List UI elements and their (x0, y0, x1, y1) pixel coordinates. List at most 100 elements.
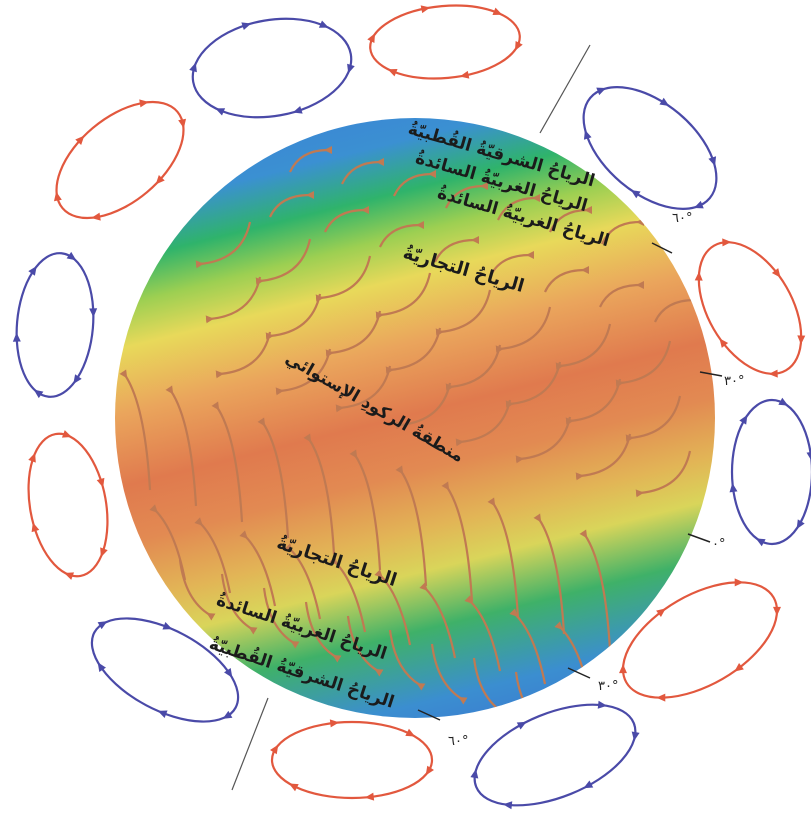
direction-arrowhead (178, 118, 187, 129)
wind-arrow (455, 399, 512, 447)
direction-arrowhead (215, 108, 226, 116)
wind-arrow (445, 344, 502, 392)
wind-arrow (194, 517, 232, 594)
wind-arrow (149, 504, 187, 581)
direction-arrowhead (387, 68, 398, 77)
wind-arrow (329, 556, 367, 633)
wind-arrow (433, 235, 480, 263)
circulation-cell-blue (582, 86, 718, 210)
direction-arrowhead (28, 452, 36, 463)
boundary-line-south (231, 697, 269, 791)
circulation-cell-red (619, 578, 781, 702)
direction-arrowhead (470, 768, 479, 779)
wind-arrow (288, 145, 333, 173)
wind-arrow (385, 327, 442, 375)
wind-arrow (195, 221, 252, 269)
direction-arrowhead (631, 731, 640, 742)
circulation-cell-blue (90, 617, 240, 723)
direction-arrowhead (162, 622, 173, 630)
wind-arrow (444, 181, 489, 209)
wind-arrow (441, 481, 474, 603)
wind-arrow (615, 340, 672, 388)
direction-arrowhead (73, 374, 82, 384)
boundary-line-north (539, 44, 591, 134)
direction-arrowhead (722, 238, 732, 247)
direction-arrowhead (100, 547, 108, 558)
direction-arrowhead (64, 572, 75, 580)
wind-arrow (119, 369, 152, 491)
direction-arrowhead (288, 783, 299, 792)
wind-arrow (600, 217, 645, 245)
circulation-cell-red (694, 238, 806, 378)
circulation-cell-blue (729, 397, 811, 547)
direction-arrowhead (694, 271, 703, 281)
direction-arrowhead (797, 335, 806, 345)
wind-arrow (579, 529, 612, 651)
direction-arrowhead (492, 7, 503, 16)
direction-arrowhead (224, 668, 233, 678)
lat-label-eq: ٠° (712, 537, 725, 552)
wind-arrow (419, 582, 457, 659)
wind-arrow (575, 433, 632, 481)
wind-arrow (487, 497, 520, 619)
wind-arrow (435, 289, 492, 337)
direction-arrowhead (155, 175, 165, 185)
wind-arrow (488, 250, 535, 278)
wind-arrow (395, 465, 428, 587)
direction-arrowhead (364, 792, 375, 801)
lat-label-n60: ٦٠° (672, 211, 692, 226)
lat-label-s60: ٦٠° (448, 734, 468, 749)
wind-arrow (543, 265, 590, 293)
direction-arrowhead (516, 721, 527, 730)
direction-arrowhead (729, 483, 738, 493)
direction-arrowhead (12, 332, 21, 342)
direction-arrowhead (806, 451, 811, 461)
direction-arrowhead (502, 801, 513, 810)
direction-arrowhead (739, 414, 748, 425)
direction-arrowhead (139, 99, 149, 108)
wind-arrow (533, 513, 566, 635)
wind-arrow (378, 220, 425, 248)
wind-arrow (268, 190, 315, 218)
direction-arrowhead (89, 308, 98, 318)
direction-arrowhead (222, 710, 233, 719)
wind-arrow (515, 416, 572, 464)
direction-arrowhead (189, 62, 197, 73)
wind-arrow (374, 569, 412, 646)
direction-arrowhead (583, 780, 594, 789)
wind-arrow (346, 615, 384, 677)
direction-arrowhead (693, 200, 704, 209)
direction-arrowhead (66, 251, 77, 261)
direction-arrowhead (33, 389, 44, 399)
direction-arrowhead (656, 693, 666, 702)
wind-arrow (340, 157, 385, 185)
wind-arrow (262, 587, 300, 649)
direction-arrowhead (347, 63, 355, 74)
direction-arrowhead (772, 606, 781, 616)
direction-arrowhead (157, 710, 168, 718)
direction-arrowhead (459, 70, 470, 79)
direction-arrowhead (270, 744, 279, 755)
direction-arrowhead (241, 22, 252, 31)
wind-arrow (165, 385, 198, 507)
direction-arrowhead (734, 578, 744, 587)
wind-arrow (495, 306, 552, 354)
direction-arrowhead (596, 87, 607, 96)
wind-arrow (349, 449, 382, 571)
direction-arrowhead (97, 662, 106, 672)
circulation-cell-blue (12, 251, 98, 399)
circulation-cell-red (27, 430, 109, 580)
direction-arrowhead (514, 40, 523, 51)
wind-arrow (220, 573, 258, 635)
wind-arrow (635, 450, 692, 498)
direction-arrowhead (28, 266, 37, 276)
wind-arrow (315, 255, 372, 303)
direction-arrowhead (96, 477, 105, 488)
wind-arrow (284, 543, 322, 620)
direction-arrowhead (318, 20, 329, 28)
wind-arrow (215, 331, 272, 379)
direction-arrowhead (796, 519, 805, 530)
wind-arrow (178, 559, 216, 621)
direction-arrowhead (630, 190, 641, 199)
